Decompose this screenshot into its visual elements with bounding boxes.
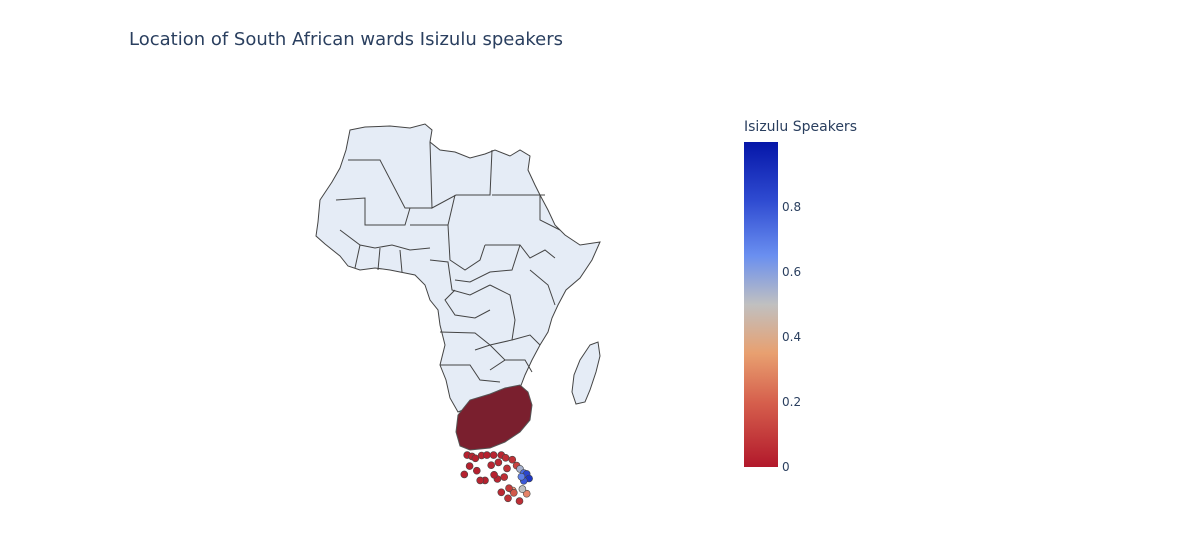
ward-marker[interactable] <box>515 497 524 505</box>
ward-marker[interactable] <box>501 453 510 462</box>
ward-marker[interactable] <box>460 470 469 479</box>
colorbar-tick-label: 0 <box>782 460 790 474</box>
colorbar-tick-label: 0.8 <box>782 200 802 214</box>
africa-continent <box>315 123 601 413</box>
ward-marker[interactable] <box>472 466 481 475</box>
ward-marker[interactable] <box>504 494 512 503</box>
colorbar <box>744 142 778 467</box>
madagascar <box>571 341 601 405</box>
ward-marker[interactable] <box>509 488 518 497</box>
colorbar-tick-label: 0.2 <box>782 395 802 409</box>
ward-marker[interactable] <box>489 451 498 459</box>
ward-markers <box>460 451 533 505</box>
colorbar-tick-label: 0.4 <box>782 330 802 344</box>
ward-marker[interactable] <box>497 488 506 497</box>
colorbar-tick-label: 0.6 <box>782 265 802 279</box>
ward-marker[interactable] <box>505 484 513 493</box>
ward-marker[interactable] <box>508 455 517 464</box>
ward-marker[interactable] <box>518 485 527 493</box>
ward-marker[interactable] <box>471 454 480 463</box>
ward-marker[interactable] <box>487 461 496 470</box>
ward-marker[interactable] <box>465 462 474 470</box>
colorbar-title: Isizulu Speakers <box>744 119 857 135</box>
south-africa-region <box>455 384 533 451</box>
ward-marker[interactable] <box>494 458 503 467</box>
ward-marker[interactable] <box>500 473 509 481</box>
map-title: Location of South African wards Isizulu … <box>129 29 564 50</box>
ward-marker[interactable] <box>476 476 485 485</box>
ward-marker[interactable] <box>503 464 511 473</box>
country-borders <box>315 123 601 413</box>
ward-marker[interactable] <box>483 451 491 459</box>
ward-marker[interactable] <box>522 489 531 498</box>
ward-marker[interactable] <box>490 470 498 479</box>
ward-marker[interactable] <box>517 472 526 481</box>
